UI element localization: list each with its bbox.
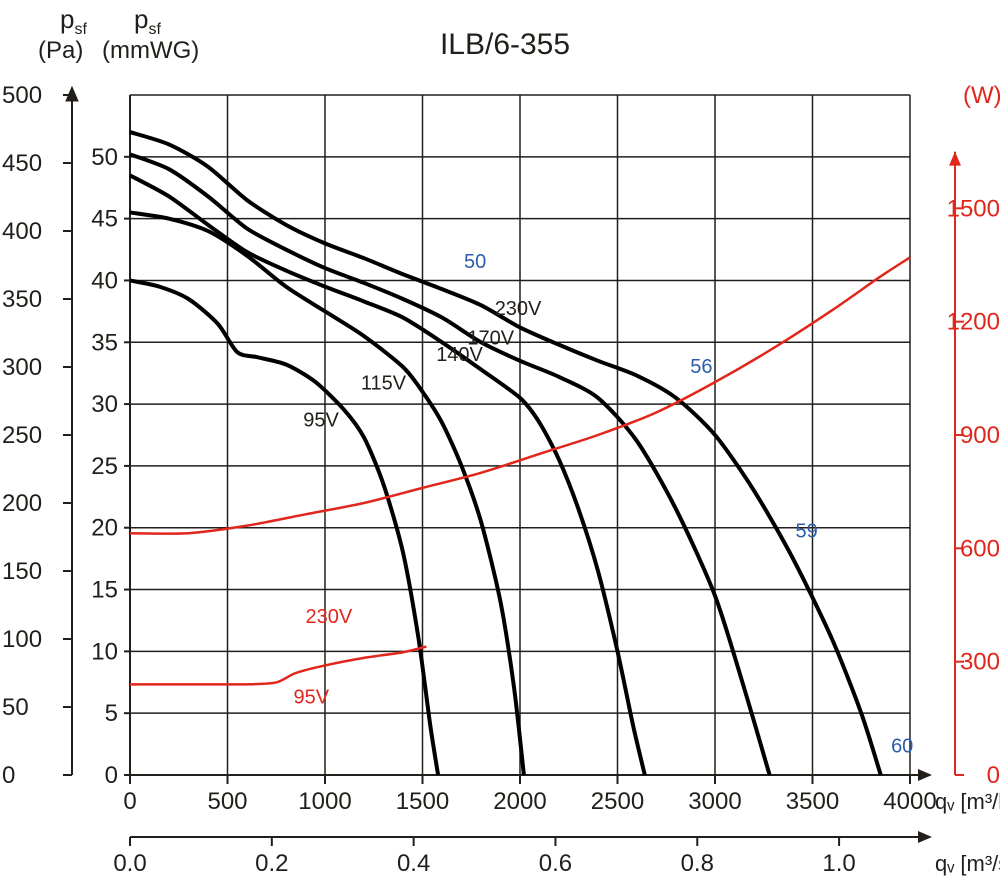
svg-text:5: 5 [105,700,118,727]
svg-text:10: 10 [91,638,118,665]
svg-text:400: 400 [2,218,42,245]
svg-text:100: 100 [2,626,42,653]
svg-text:ILB/6-355: ILB/6-355 [440,28,570,61]
svg-text:(W): (W) [963,82,1000,109]
svg-text:50: 50 [91,144,118,171]
svg-text:95V: 95V [303,409,339,431]
svg-text:140V: 140V [436,344,483,366]
svg-text:0: 0 [2,762,15,789]
svg-text:450: 450 [2,150,42,177]
svg-text:1.0: 1.0 [822,850,855,877]
svg-text:psf: psf [134,4,161,38]
svg-text:0.6: 0.6 [539,850,572,877]
svg-text:56: 56 [690,356,712,378]
svg-text:300: 300 [960,649,1000,676]
svg-text:60: 60 [891,736,913,758]
svg-text:95V: 95V [294,686,330,708]
svg-text:1000: 1000 [298,788,351,815]
svg-text:50: 50 [2,694,29,721]
svg-text:1500: 1500 [947,195,1000,222]
svg-text:4000: 4000 [883,788,936,815]
svg-text:psf: psf [60,4,87,38]
svg-text:(mmWG): (mmWG) [102,37,199,64]
svg-text:15: 15 [91,577,118,604]
svg-text:200: 200 [2,490,42,517]
svg-text:0: 0 [105,762,118,789]
svg-text:0: 0 [123,788,136,815]
svg-text:1500: 1500 [396,788,449,815]
svg-text:qᵥ [m³/s]: qᵥ [m³/s] [935,851,1000,876]
svg-text:0.4: 0.4 [397,850,430,877]
svg-text:0: 0 [987,762,1000,789]
svg-text:40: 40 [91,267,118,294]
svg-text:0.8: 0.8 [681,850,714,877]
fan-performance-chart: ILB/6-355050100150200250300350400450500p… [0,0,1000,894]
svg-text:50: 50 [464,251,486,273]
svg-text:45: 45 [91,206,118,233]
svg-text:500: 500 [207,788,247,815]
svg-text:30: 30 [91,391,118,418]
svg-text:500: 500 [2,82,42,109]
power-curve-95V [130,647,426,685]
svg-text:20: 20 [91,515,118,542]
svg-text:0.0: 0.0 [113,850,146,877]
svg-text:(Pa): (Pa) [38,37,83,64]
svg-text:600: 600 [960,535,1000,562]
svg-text:900: 900 [960,422,1000,449]
svg-text:2500: 2500 [591,788,644,815]
svg-text:1200: 1200 [947,309,1000,336]
svg-text:3500: 3500 [786,788,839,815]
svg-text:0.2: 0.2 [255,850,288,877]
svg-text:qᵥ [m³/h]: qᵥ [m³/h] [935,789,1000,814]
svg-text:35: 35 [91,329,118,356]
svg-text:2000: 2000 [493,788,546,815]
svg-text:230V: 230V [495,298,542,320]
curve-230V [130,132,881,775]
svg-text:115V: 115V [361,372,407,394]
svg-text:150: 150 [2,558,42,585]
svg-text:350: 350 [2,286,42,313]
svg-text:250: 250 [2,422,42,449]
svg-text:3000: 3000 [688,788,741,815]
svg-text:300: 300 [2,354,42,381]
svg-text:230V: 230V [306,606,353,628]
svg-text:59: 59 [796,521,818,543]
svg-text:25: 25 [91,453,118,480]
curve-170V [130,154,770,775]
